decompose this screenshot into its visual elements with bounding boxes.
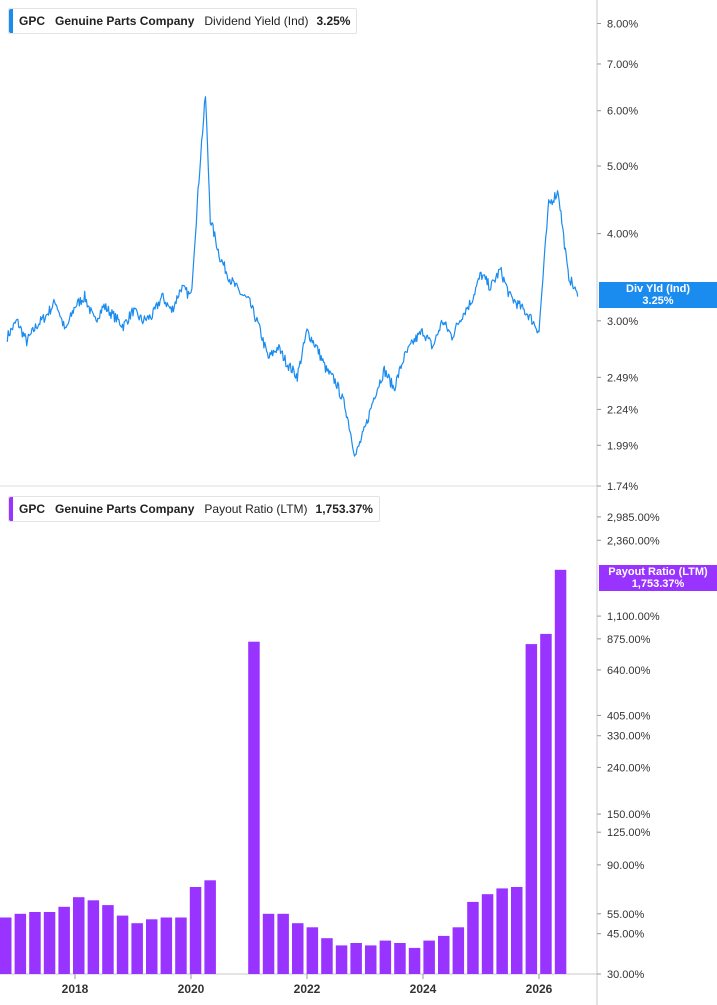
payout-price-badge: Payout Ratio (LTM) 1,753.37%	[599, 565, 717, 591]
payout-y-tick-label: 875.00%	[607, 634, 651, 646]
payout-y-tick-label: 330.00%	[607, 731, 651, 743]
yield-y-tick-label: 3.00%	[607, 316, 638, 328]
payout-y-tick-label: 125.00%	[607, 827, 651, 839]
payout-bar	[467, 901, 479, 974]
payout-y-tick-label: 150.00%	[607, 809, 651, 821]
yield-legend-ticker: GPC	[19, 14, 46, 28]
yield-y-tick-label: 1.99%	[607, 440, 638, 452]
payout-bar	[438, 935, 450, 974]
yield-legend-color	[9, 9, 13, 33]
payout-bar	[131, 923, 143, 974]
yield-badge-value: 3.25%	[642, 295, 674, 307]
payout-legend-ticker: GPC	[19, 502, 46, 516]
payout-badge-value: 1,753.37%	[631, 578, 685, 590]
payout-bar	[350, 943, 362, 974]
payout-bar	[29, 912, 41, 974]
payout-bar	[292, 923, 304, 974]
yield-legend-value: 3.25%	[316, 14, 351, 28]
payout-bar	[423, 940, 435, 974]
payout-bar	[335, 945, 348, 974]
payout-bar	[408, 947, 421, 974]
payout-bar	[525, 644, 538, 974]
payout-bar	[116, 915, 129, 974]
payout-legend-value: 1,753.37%	[315, 502, 373, 516]
payout-bar	[481, 894, 494, 974]
payout-y-tick-label: 405.00%	[607, 710, 651, 722]
yield-legend-metric: Dividend Yield (Ind)	[204, 14, 309, 28]
payout-bar	[175, 917, 187, 974]
payout-bar	[511, 887, 523, 974]
x-tick-label: 2020	[178, 982, 205, 996]
payout-bar	[540, 633, 552, 974]
payout-bar	[189, 887, 202, 974]
payout-bar	[277, 913, 289, 974]
payout-y-tick-label: 90.00%	[607, 860, 645, 872]
payout-bar	[0, 917, 12, 974]
yield-legend: GPC Genuine Parts Company Dividend Yield…	[8, 8, 358, 34]
yield-series-line	[6, 96, 579, 457]
payout-bar	[321, 938, 333, 974]
payout-bar	[554, 569, 567, 974]
payout-bar	[58, 906, 70, 974]
x-tick-label: 2026	[526, 982, 553, 996]
payout-bar	[262, 913, 275, 974]
payout-y-tick-label: 30.00%	[607, 969, 645, 981]
yield-y-tick-label: 7.00%	[607, 59, 638, 71]
payout-bar	[102, 905, 114, 974]
yield-badge-label: Div Yld (Ind)	[626, 283, 690, 295]
payout-y-tick-label: 2,985.00%	[607, 512, 660, 524]
payout-bar	[379, 940, 392, 974]
yield-y-tick-label: 4.00%	[607, 229, 638, 241]
payout-y-tick-label: 1,100.00%	[607, 611, 660, 623]
payout-bar	[452, 927, 465, 974]
payout-bar	[394, 943, 406, 974]
payout-bar	[160, 917, 173, 974]
payout-bar	[14, 913, 27, 974]
payout-y-tick-label: 45.00%	[607, 929, 645, 941]
payout-bar	[87, 900, 100, 974]
x-tick-label: 2018	[62, 982, 89, 996]
x-tick-label: 2022	[294, 982, 321, 996]
payout-legend-color	[9, 497, 13, 521]
payout-bar	[43, 912, 56, 974]
x-tick-label: 2024	[410, 982, 437, 996]
payout-bar	[146, 919, 158, 974]
payout-bar	[306, 927, 319, 974]
yield-y-tick-label: 5.00%	[607, 161, 638, 173]
payout-y-tick-label: 55.00%	[607, 909, 645, 921]
payout-y-tick-label: 240.00%	[607, 762, 651, 774]
payout-badge-label: Payout Ratio (LTM)	[608, 566, 708, 578]
yield-y-tick-label: 2.24%	[607, 404, 638, 416]
payout-bar	[204, 880, 216, 974]
payout-bar	[496, 888, 508, 974]
payout-bar	[73, 897, 85, 974]
payout-bar	[365, 945, 377, 974]
payout-bar	[248, 641, 260, 974]
payout-legend: GPC Genuine Parts Company Payout Ratio (…	[8, 496, 380, 522]
yield-y-tick-label: 2.49%	[607, 372, 638, 384]
yield-y-tick-label: 1.74%	[607, 481, 638, 493]
payout-y-tick-label: 640.00%	[607, 665, 651, 677]
yield-price-badge: Div Yld (Ind) 3.25%	[599, 282, 717, 308]
yield-legend-company: Genuine Parts Company	[55, 14, 195, 28]
payout-legend-company: Genuine Parts Company	[55, 502, 195, 516]
yield-y-tick-label: 6.00%	[607, 106, 638, 118]
payout-y-tick-label: 2,360.00%	[607, 535, 660, 547]
payout-legend-metric: Payout Ratio (LTM)	[204, 502, 308, 516]
yield-y-tick-label: 8.00%	[607, 18, 638, 30]
